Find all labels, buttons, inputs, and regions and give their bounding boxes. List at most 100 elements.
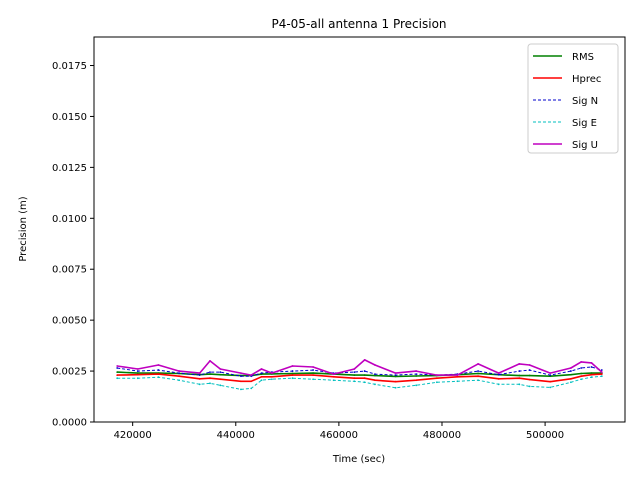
data-point: [590, 376, 593, 379]
data-point: [363, 358, 366, 361]
data-point: [198, 374, 201, 377]
y-tick-label: 0.0075: [52, 265, 87, 276]
data-point: [435, 377, 438, 380]
data-point: [198, 383, 201, 386]
x-tick-label: 460000: [320, 430, 358, 441]
data-point: [497, 377, 500, 380]
data-point: [209, 359, 211, 362]
data-point: [456, 374, 459, 377]
data-point: [528, 374, 531, 377]
data-point: [363, 377, 366, 380]
data-point: [136, 370, 139, 372]
data-point: [497, 383, 500, 386]
data-point: [456, 375, 459, 378]
data-point: [415, 379, 418, 382]
data-point: [590, 362, 593, 364]
data-point: [209, 377, 211, 380]
x-tick-label: 440000: [217, 430, 255, 441]
data-point: [569, 377, 572, 380]
data-point: [270, 375, 273, 378]
data-point: [600, 373, 603, 376]
data-point: [178, 372, 180, 375]
data-point: [374, 364, 376, 366]
data-point: [178, 370, 180, 372]
data-point: [250, 374, 253, 377]
data-point: [394, 386, 397, 389]
series-line-sig-e: [117, 375, 602, 390]
data-point: [240, 375, 242, 378]
data-point: [518, 374, 521, 377]
data-point: [374, 383, 376, 386]
data-point: [353, 371, 356, 373]
data-point: [116, 371, 119, 373]
data-point: [415, 370, 418, 372]
data-point: [116, 367, 119, 369]
data-point: [600, 375, 603, 378]
data-point: [549, 372, 552, 375]
data-point: [136, 372, 139, 375]
data-point: [477, 363, 479, 365]
data-point: [580, 367, 583, 369]
y-tick-label: 0.0175: [52, 61, 87, 72]
x-tick-label: 420000: [114, 430, 152, 441]
data-point: [580, 372, 583, 375]
data-point: [219, 384, 222, 387]
data-point: [435, 381, 438, 384]
data-point: [569, 367, 572, 369]
series-line-sig-u: [117, 359, 603, 376]
data-point: [250, 387, 253, 390]
data-point: [178, 375, 180, 378]
data-point: [136, 373, 139, 376]
y-tick-label: 0.0025: [52, 367, 87, 378]
data-point: [198, 372, 201, 375]
data-point: [353, 374, 356, 377]
data-point: [260, 368, 263, 370]
data-point: [549, 380, 552, 383]
data-point: [136, 377, 139, 380]
data-point: [518, 377, 521, 380]
data-point: [312, 374, 315, 377]
series-layer: [116, 358, 603, 391]
data-point: [374, 379, 376, 382]
data-point: [116, 374, 119, 377]
data-point: [477, 375, 479, 378]
data-point: [580, 361, 583, 363]
data-point: [477, 379, 479, 382]
legend-label: Sig E: [572, 118, 597, 129]
data-point: [178, 379, 180, 382]
data-point: [363, 370, 366, 372]
data-point: [415, 375, 418, 377]
data-point: [580, 378, 583, 381]
data-point: [353, 368, 356, 370]
data-point: [219, 371, 222, 373]
legend-label: RMS: [572, 52, 594, 63]
data-point: [291, 377, 294, 380]
data-point: [219, 378, 222, 381]
data-point: [260, 372, 263, 375]
data-point: [374, 374, 376, 377]
y-tick-label: 0.0125: [52, 163, 87, 174]
data-point: [353, 380, 356, 383]
data-point: [528, 385, 531, 388]
y-axis: 0.0000 0.0025 0.0050 0.0075 0.0100 0.0125 0.01…: [52, 61, 94, 429]
data-point: [569, 370, 572, 372]
x-axis-label: Time (sec): [332, 454, 385, 465]
data-point: [435, 374, 438, 377]
legend-label: Hprec: [572, 74, 601, 85]
series-line-sig-n: [117, 366, 602, 377]
legend-label: Sig U: [572, 140, 598, 151]
data-point: [394, 372, 397, 375]
y-tick-label: 0.0100: [52, 214, 87, 225]
series-line-rms: [117, 371, 602, 378]
data-point: [209, 371, 211, 373]
data-point: [518, 383, 521, 386]
data-point: [312, 366, 315, 368]
data-point: [291, 365, 294, 367]
data-point: [219, 368, 222, 370]
data-point: [291, 374, 294, 377]
data-point: [312, 378, 315, 381]
data-point: [270, 378, 273, 381]
plot-frame: [93, 36, 626, 423]
data-point: [518, 370, 521, 372]
